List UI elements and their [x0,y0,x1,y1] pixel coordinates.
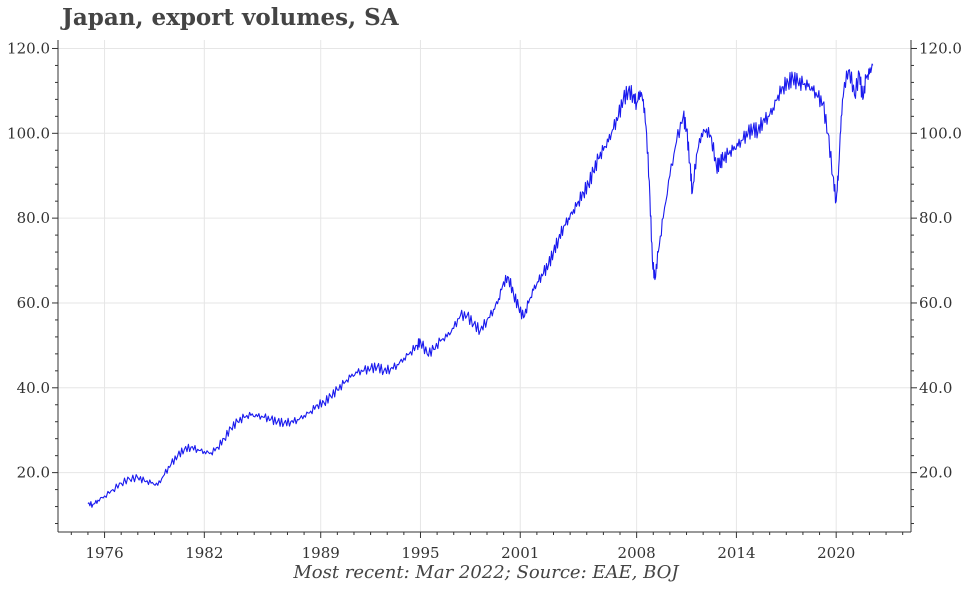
source-caption: Most recent: Mar 2022; Source: EAE, BOJ [293,562,679,583]
x-tick-label: 2001 [501,544,539,562]
x-tick-label: 2008 [618,544,656,562]
y-tick-label-right: 80.0 [919,209,952,227]
x-tick-label: 2014 [717,544,755,562]
tick-labels: 20.0 20.0 40.0 40.0 60.0 60.0 80.0 80.0 100.0 100… [7,39,962,562]
y-tick-label-left: 80.0 [17,209,50,227]
y-tick-label-right: 40.0 [919,379,952,397]
x-tick-label: 1982 [185,544,223,562]
x-tick-label: 1976 [85,544,123,562]
y-tick-label-left: 120.0 [7,39,50,57]
y-tick-label-left: 40.0 [17,379,50,397]
x-tick-label: 2020 [817,544,855,562]
grid-lines [58,40,911,532]
series-line [87,63,874,508]
y-tick-label-left: 100.0 [7,124,50,142]
x-tick-label: 1989 [302,544,340,562]
y-tick-label-left: 20.0 [17,464,50,482]
chart-title: Japan, export volumes, SA [62,4,399,31]
y-tick-label-right: 20.0 [919,464,952,482]
y-tick-label-right: 120.0 [919,39,962,57]
y-tick-label-left: 60.0 [17,294,50,312]
y-tick-label-right: 100.0 [919,124,962,142]
y-tick-label-right: 60.0 [919,294,952,312]
x-tick-label: 1995 [401,544,439,562]
axes [57,40,912,533]
tick-marks [52,47,917,538]
